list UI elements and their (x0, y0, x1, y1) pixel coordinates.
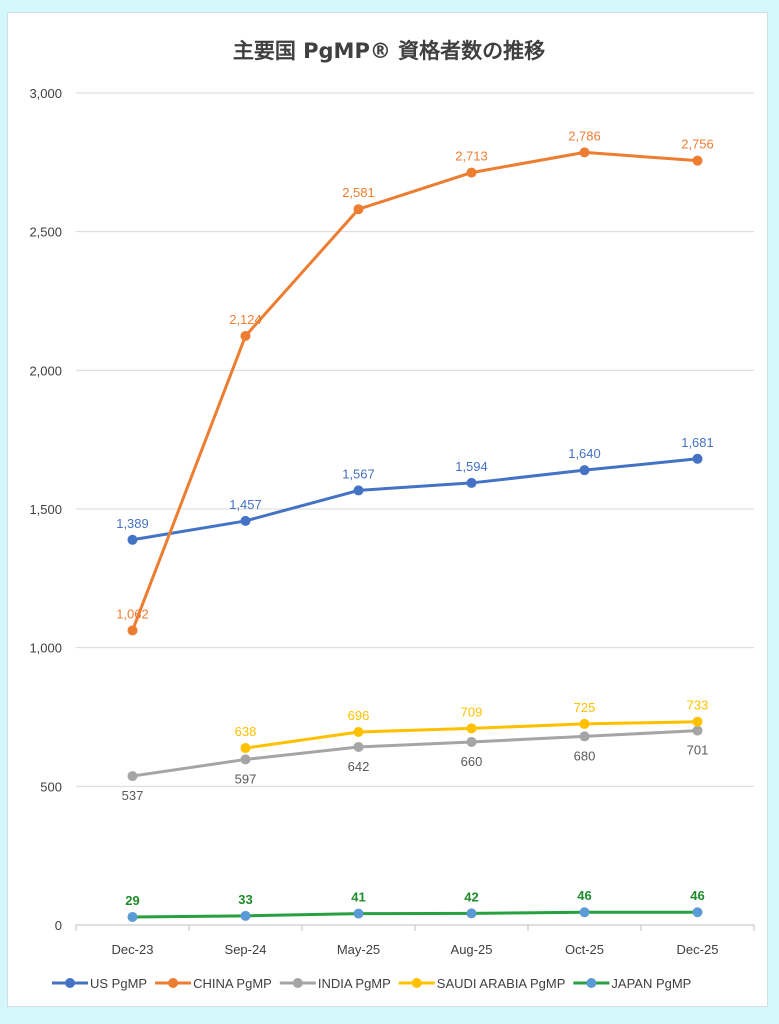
data-label: 597 (235, 771, 257, 786)
y-tick-label: 2,000 (29, 363, 62, 378)
series-japan-pgmp: 29 33 41 42 46 46 (125, 888, 705, 922)
data-label: 33 (238, 892, 252, 907)
data-label: 1,640 (568, 446, 601, 461)
data-label: 2,713 (455, 149, 488, 164)
data-label: 46 (690, 888, 704, 903)
x-tick-label: Dec-23 (112, 942, 154, 957)
legend-marker (586, 978, 597, 988)
series-line (132, 910, 698, 919)
data-label: 680 (574, 748, 596, 763)
data-label: 2,581 (342, 185, 375, 200)
data-label: 642 (348, 759, 370, 774)
x-tick-label: Dec-25 (677, 942, 719, 957)
data-point (466, 167, 477, 178)
data-point (579, 731, 590, 742)
data-point (466, 736, 477, 747)
legend-label: JAPAN PgMP (611, 976, 691, 991)
data-point (240, 515, 251, 526)
x-tick-label: Sep-24 (225, 942, 267, 957)
data-label: 2,756 (681, 137, 714, 152)
data-label: 2,124 (229, 312, 262, 327)
series-india-pgmp: 537 597 642 660 680 701 (122, 725, 709, 803)
y-tick-label: 2,500 (29, 225, 62, 240)
data-label: 1,062 (116, 606, 149, 621)
series-line (132, 457, 698, 542)
data-point (466, 723, 477, 734)
data-point (240, 743, 251, 754)
data-label: 537 (122, 788, 144, 803)
data-label: 42 (464, 889, 478, 904)
legend-marker (292, 978, 303, 988)
data-point (692, 907, 703, 918)
series-line (132, 729, 698, 778)
y-tick-label: 3,000 (29, 86, 62, 101)
data-label: 41 (351, 890, 365, 905)
legend-item: SAUDI ARABIA PgMP (398, 976, 566, 991)
legend-marker (65, 978, 75, 988)
data-label: 638 (235, 724, 257, 739)
chart-title: 主要国 PgMP® 資格者数の推移 (233, 39, 545, 63)
y-tick-label: 500 (40, 779, 62, 794)
series-saudi-arabia-pgmp: 638 696 709 725 733 (235, 698, 709, 754)
data-point (240, 754, 251, 765)
legend-item: INDIA PgMP (279, 976, 391, 991)
line-chart: 主要国 PgMP® 資格者数の推移 0 500 1,000 1,500 2,000 2,5… (29, 39, 755, 991)
data-point (240, 330, 251, 341)
x-tick-label: Oct-25 (565, 942, 604, 957)
data-label: 1,681 (681, 435, 714, 450)
chart-card: 主要国 PgMP® 資格者数の推移 0 500 1,000 1,500 2,000 2,5… (7, 12, 768, 1007)
data-point (692, 725, 703, 736)
data-label: 2,786 (568, 128, 601, 143)
data-point (240, 910, 251, 921)
data-label: 660 (461, 754, 483, 769)
series-line (131, 150, 698, 632)
data-label: 696 (348, 708, 370, 723)
y-tick-label: 0 (55, 918, 62, 933)
data-point (353, 485, 364, 496)
data-label: 46 (577, 888, 591, 903)
data-point (353, 741, 364, 752)
legend-label: CHINA PgMP (193, 976, 272, 991)
data-label: 709 (461, 704, 483, 719)
data-label: 1,567 (342, 466, 375, 481)
data-point (127, 625, 138, 636)
data-point (692, 716, 703, 727)
data-point (353, 908, 364, 919)
legend-marker (411, 978, 422, 988)
series-china-pgmp: 1,062 2,124 2,581 2,713 2,786 2,756 (116, 128, 714, 636)
data-label: 1,457 (229, 497, 262, 512)
data-point (353, 726, 364, 737)
data-point (466, 908, 477, 919)
data-point (353, 204, 364, 215)
y-tick-label: 1,000 (29, 641, 62, 656)
data-point (579, 907, 590, 918)
data-point (127, 911, 138, 922)
data-point (579, 718, 590, 729)
data-point (466, 477, 477, 488)
data-point (127, 534, 138, 545)
data-label: 1,389 (116, 516, 149, 531)
legend-label: INDIA PgMP (318, 976, 391, 991)
data-label: 1,594 (455, 459, 488, 474)
legend-label: SAUDI ARABIA PgMP (437, 976, 566, 991)
y-tick-label: 1,500 (29, 502, 62, 517)
data-label: 29 (125, 893, 139, 908)
legend-marker (168, 978, 179, 988)
legend-item: US PgMP (52, 976, 147, 991)
data-point (692, 453, 703, 464)
legend-item: JAPAN PgMP (573, 976, 691, 991)
series-us-pgmp: 1,389 1,457 1,567 1,594 1,640 1,681 (116, 435, 714, 545)
data-label: 701 (687, 743, 709, 758)
data-point (127, 771, 138, 782)
legend-label: US PgMP (90, 976, 147, 991)
x-tick-label: Aug-25 (451, 942, 493, 957)
legend-item: CHINA PgMP (155, 976, 272, 991)
x-tick-label: May-25 (337, 942, 380, 957)
data-point (579, 465, 590, 476)
data-label: 733 (687, 698, 709, 713)
data-point (692, 155, 703, 166)
data-point (579, 147, 590, 158)
data-label: 725 (574, 700, 596, 715)
